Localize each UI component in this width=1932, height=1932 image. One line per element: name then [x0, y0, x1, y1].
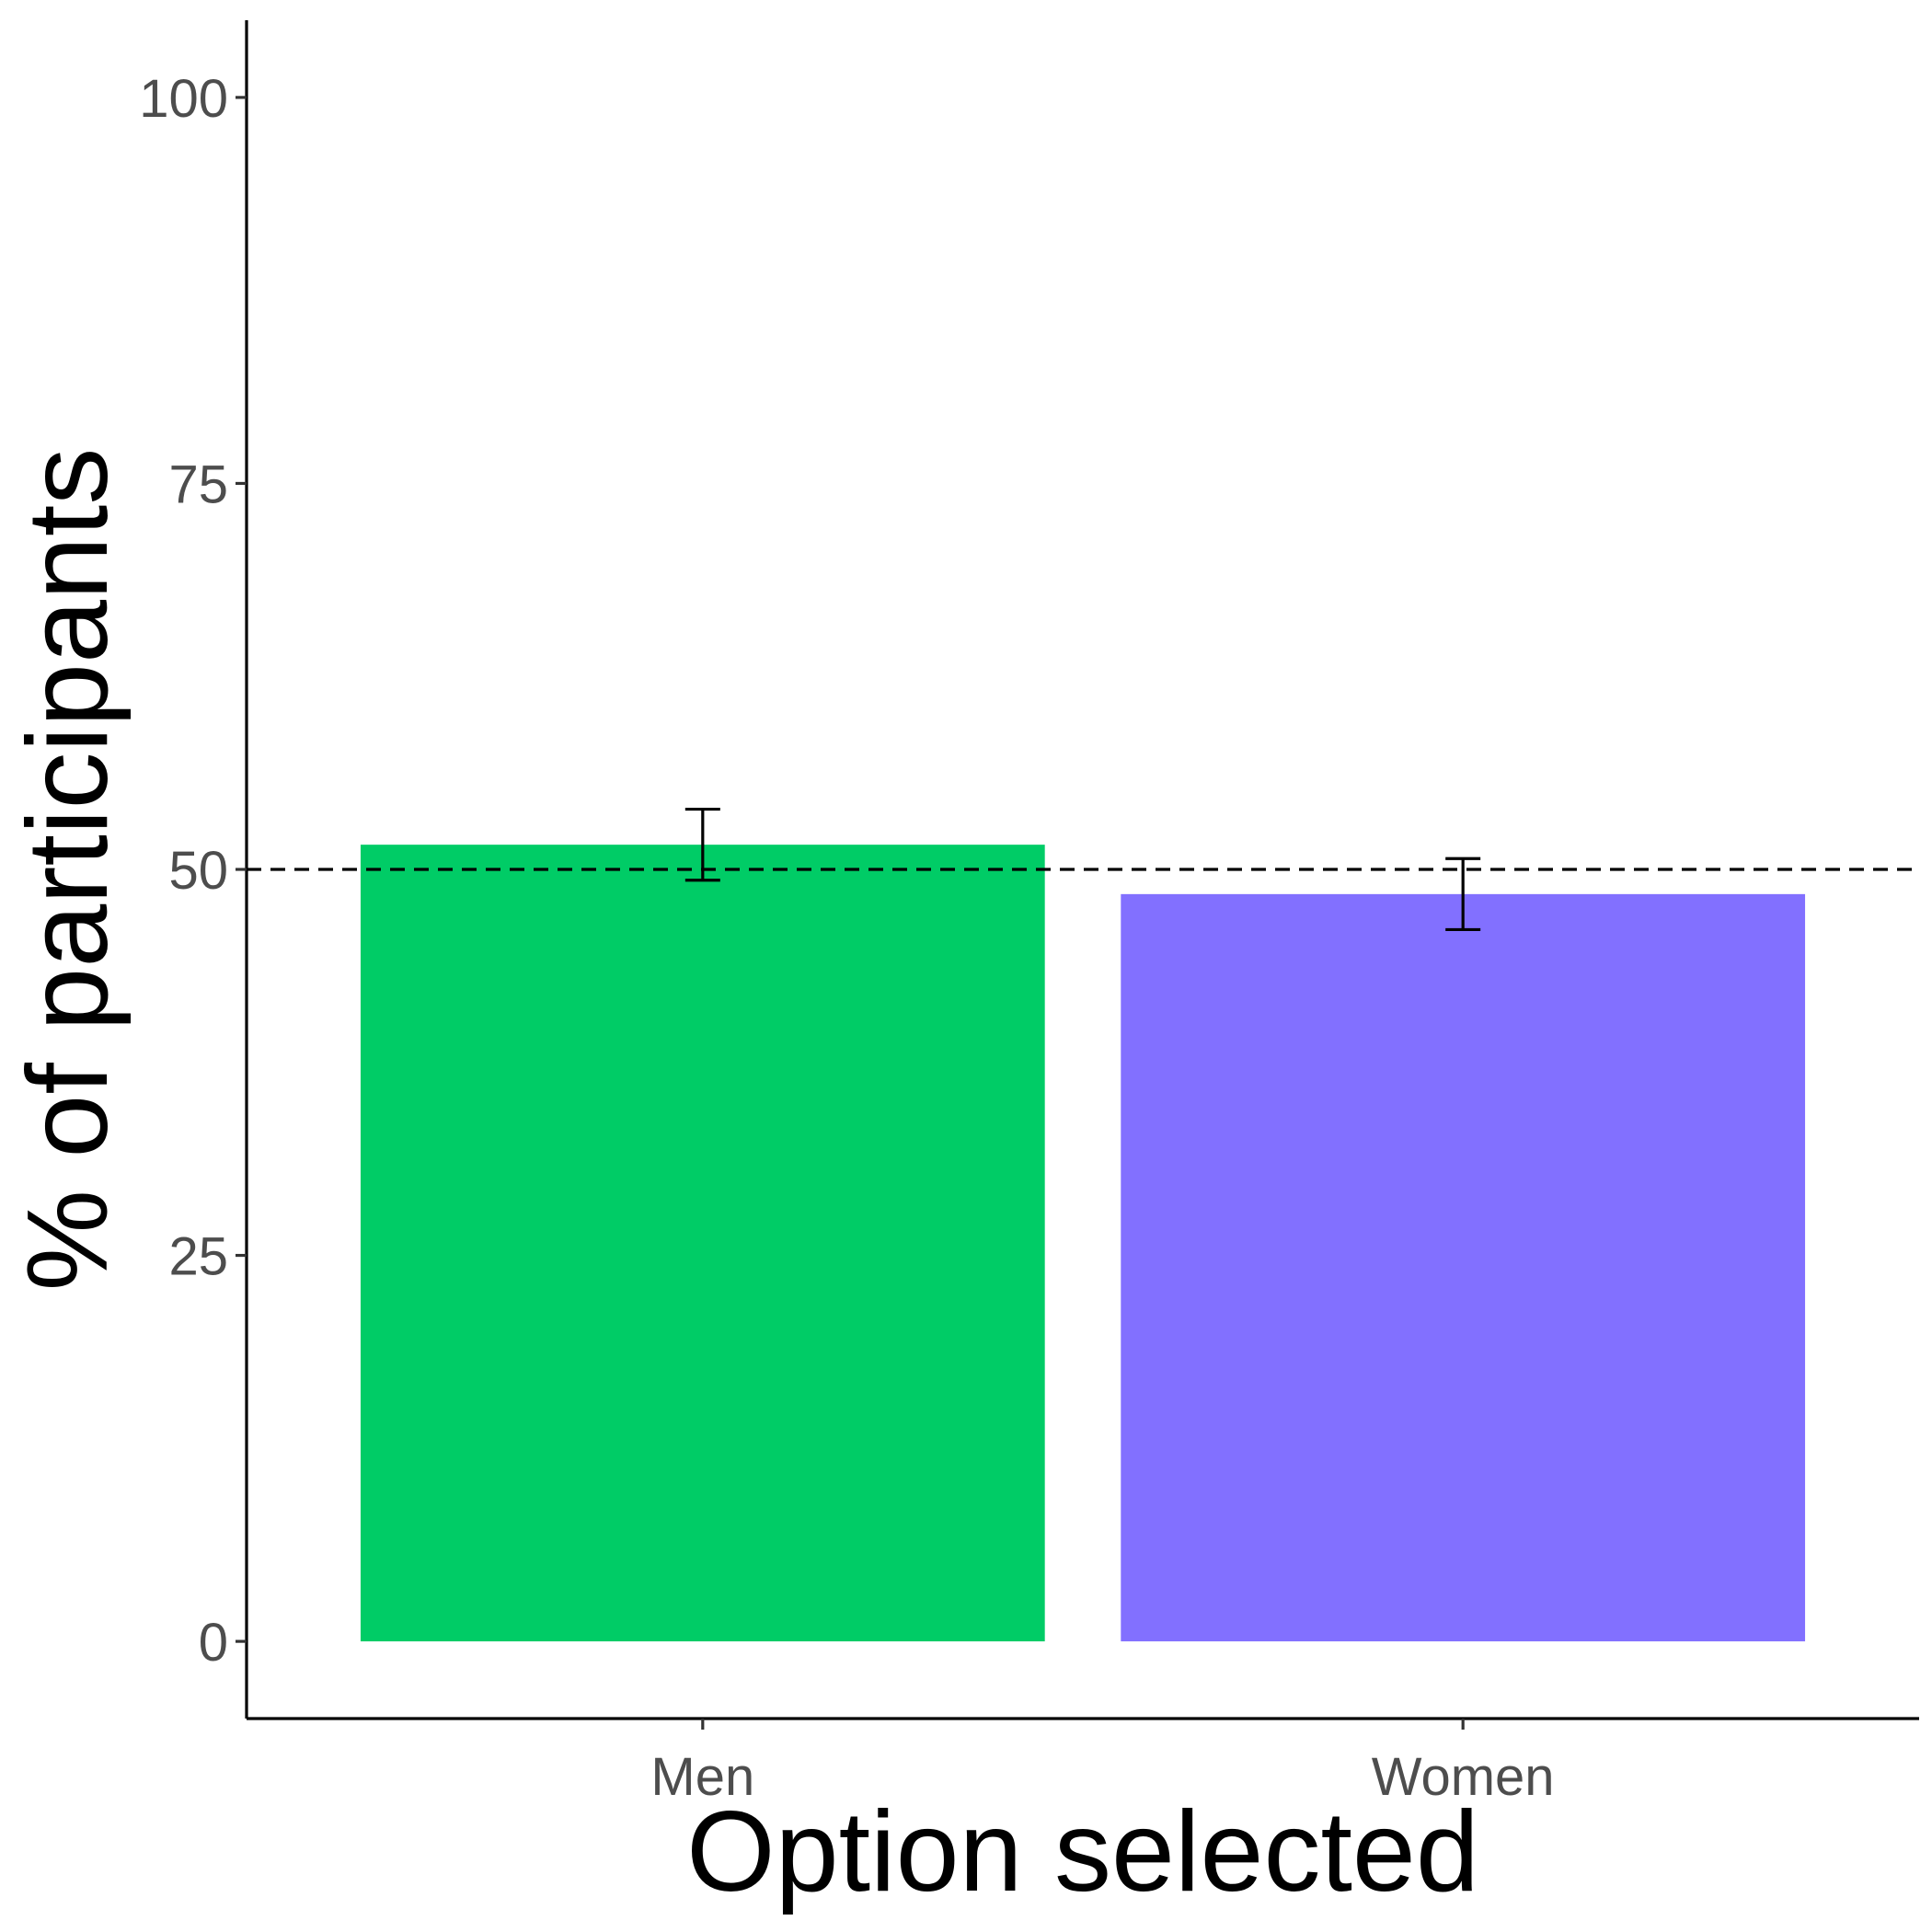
bars-layer	[360, 845, 1806, 1642]
x-axis: Men Women	[247, 1717, 1919, 1807]
y-tick-label: 50	[168, 841, 228, 901]
x-axis-title: Option selected	[686, 1788, 1479, 1915]
error-bar-women	[1445, 857, 1481, 932]
y-tick-label: 75	[168, 454, 228, 514]
y-axis: 0 25 50 75 100	[139, 20, 248, 1719]
bar-women	[1121, 893, 1806, 1642]
y-axis-title: % of participants	[5, 448, 132, 1292]
bar-men	[360, 845, 1045, 1642]
error-bars-layer	[684, 807, 1481, 932]
y-tick-label: 25	[168, 1227, 228, 1287]
y-tick-label: 0	[199, 1613, 228, 1673]
y-tick-label: 100	[139, 69, 228, 129]
x-tick-label: Women	[1372, 1747, 1555, 1807]
x-tick-label: Men	[650, 1747, 754, 1807]
